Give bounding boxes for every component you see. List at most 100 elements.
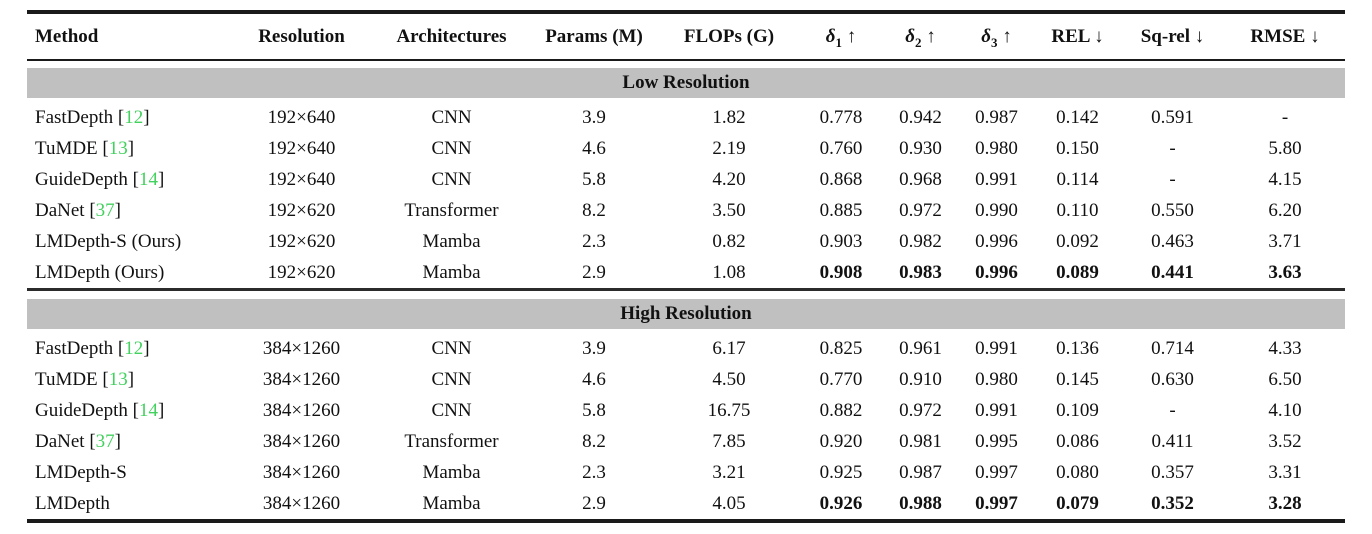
data-cell: 3.9 bbox=[582, 106, 606, 128]
data-cell: 8.2 bbox=[582, 199, 606, 221]
method-cell: GuideDepth [14] bbox=[35, 399, 165, 421]
data-cell: Transformer bbox=[404, 430, 499, 452]
data-cell: 0.926 bbox=[819, 492, 863, 514]
data-cell: 2.3 bbox=[582, 230, 606, 252]
data-cell: 0.996 bbox=[975, 230, 1018, 252]
col-header-params: Params (M) bbox=[529, 12, 659, 61]
data-cell: 0.908 bbox=[819, 261, 863, 283]
data-cell: 5.8 bbox=[582, 168, 606, 190]
data-cell: 0.903 bbox=[819, 230, 863, 252]
data-cell: 0.079 bbox=[1056, 492, 1099, 514]
method-cell: LMDepth (Ours) bbox=[35, 261, 165, 283]
data-cell: 4.33 bbox=[1268, 337, 1302, 359]
data-cell: 0.961 bbox=[899, 337, 942, 359]
data-cell: CNN bbox=[431, 399, 472, 421]
data-cell: 0.983 bbox=[899, 261, 942, 283]
delta-symbol: δ bbox=[981, 26, 991, 47]
data-cell: 192×640 bbox=[267, 137, 336, 159]
col-header-method: Method bbox=[27, 12, 229, 61]
data-cell: 384×1260 bbox=[262, 461, 341, 483]
data-cell: 192×640 bbox=[267, 106, 336, 128]
data-cell: 192×620 bbox=[267, 199, 336, 221]
data-cell: 0.982 bbox=[899, 230, 942, 252]
data-cell: 2.19 bbox=[712, 137, 746, 159]
data-cell: 5.8 bbox=[582, 399, 606, 421]
table-row: GuideDepth [14] 384×1260 CNN 5.8 16.75 0.882 0… bbox=[27, 395, 1345, 426]
citation-link[interactable]: 12 bbox=[124, 106, 144, 128]
col-header-resolution: Resolution bbox=[229, 12, 374, 61]
delta-symbol: δ bbox=[905, 26, 915, 47]
data-cell: 0.714 bbox=[1151, 337, 1194, 359]
data-cell: 0.997 bbox=[975, 461, 1018, 483]
citation-link[interactable]: 13 bbox=[108, 137, 128, 159]
data-cell: 0.411 bbox=[1151, 430, 1194, 452]
data-cell: 4.20 bbox=[712, 168, 746, 190]
data-cell: - bbox=[1281, 106, 1289, 128]
data-cell: 0.882 bbox=[819, 399, 863, 421]
table-row: LMDepth (Ours) 192×620 Mamba 2.9 1.08 0.908 0.… bbox=[27, 257, 1345, 290]
data-cell: 384×1260 bbox=[262, 430, 341, 452]
method-cell: FastDepth [12] bbox=[35, 337, 150, 359]
data-cell: 192×620 bbox=[267, 230, 336, 252]
data-cell: 0.825 bbox=[819, 337, 863, 359]
data-cell: - bbox=[1169, 399, 1176, 421]
data-cell: 0.82 bbox=[712, 230, 746, 252]
data-cell: CNN bbox=[431, 106, 472, 128]
data-cell: 6.17 bbox=[712, 337, 746, 359]
data-cell: 192×640 bbox=[267, 168, 336, 190]
citation-link[interactable]: 14 bbox=[138, 399, 158, 421]
data-cell: 3.63 bbox=[1268, 261, 1302, 283]
data-cell: 0.591 bbox=[1151, 106, 1194, 128]
data-cell: 4.6 bbox=[582, 368, 606, 390]
col-header-flops: FLOPs (G) bbox=[659, 12, 799, 61]
citation-link[interactable]: 14 bbox=[138, 168, 158, 190]
data-cell: 3.50 bbox=[712, 199, 746, 221]
data-cell: CNN bbox=[431, 368, 472, 390]
table-row: LMDepth-S (Ours) 192×620 Mamba 2.3 0.82 0.903… bbox=[27, 226, 1345, 257]
col-header-delta3: δ3 ↑ bbox=[958, 12, 1035, 61]
citation-link[interactable]: 13 bbox=[108, 368, 128, 390]
data-cell: Mamba bbox=[422, 461, 481, 483]
section-title: High Resolution bbox=[27, 298, 1345, 329]
table-row: TuMDE [13] 384×1260 CNN 4.6 4.50 0.770 0.910 0.… bbox=[27, 364, 1345, 395]
data-cell: 0.995 bbox=[975, 430, 1018, 452]
data-cell: 3.31 bbox=[1268, 461, 1302, 483]
citation-link[interactable]: 12 bbox=[124, 337, 144, 359]
data-cell: 3.71 bbox=[1268, 230, 1302, 252]
data-cell: 0.942 bbox=[899, 106, 942, 128]
method-cell: TuMDE [13] bbox=[35, 368, 135, 390]
method-cell: LMDepth-S bbox=[35, 461, 127, 483]
citation-link[interactable]: 37 bbox=[95, 199, 115, 221]
data-cell: 2.9 bbox=[582, 261, 606, 283]
table-row: LMDepth 384×1260 Mamba 2.9 4.05 0.926 0.988 0.9… bbox=[27, 488, 1345, 521]
method-cell: DaNet [37] bbox=[35, 199, 121, 221]
delta-symbol: δ bbox=[825, 26, 836, 47]
data-cell: 4.10 bbox=[1268, 399, 1302, 421]
section-title: Low Resolution bbox=[27, 67, 1345, 98]
data-cell: 192×620 bbox=[267, 261, 336, 283]
table-row: DaNet [37] 384×1260 Transformer 8.2 7.85 0.92… bbox=[27, 426, 1345, 457]
col-header-architectures: Architectures bbox=[374, 12, 529, 61]
data-cell: 0.145 bbox=[1056, 368, 1099, 390]
method-cell: TuMDE [13] bbox=[35, 137, 135, 159]
data-cell: 0.980 bbox=[975, 137, 1018, 159]
data-cell: 0.630 bbox=[1151, 368, 1194, 390]
table-row: TuMDE [13] 192×640 CNN 4.6 2.19 0.760 0.930 0.9… bbox=[27, 133, 1345, 164]
section-row: Low Resolution bbox=[27, 60, 1345, 102]
data-cell: CNN bbox=[431, 168, 472, 190]
data-cell: 3.52 bbox=[1268, 430, 1302, 452]
citation-link[interactable]: 37 bbox=[95, 430, 115, 452]
data-cell: 0.357 bbox=[1151, 461, 1194, 483]
data-cell: 0.997 bbox=[975, 492, 1018, 514]
data-cell: 0.550 bbox=[1151, 199, 1194, 221]
results-table: Method Resolution Architectures Params (M) F… bbox=[27, 10, 1345, 523]
data-cell: 0.089 bbox=[1056, 261, 1099, 283]
data-cell: 0.778 bbox=[819, 106, 863, 128]
data-cell: 0.991 bbox=[975, 399, 1018, 421]
data-cell: 3.9 bbox=[582, 337, 606, 359]
data-cell: 4.6 bbox=[582, 137, 606, 159]
data-cell: 6.50 bbox=[1268, 368, 1302, 390]
table-row: GuideDepth [14] 192×640 CNN 5.8 4.20 0.868 0.9… bbox=[27, 164, 1345, 195]
data-cell: 0.981 bbox=[899, 430, 942, 452]
data-cell: 0.991 bbox=[975, 337, 1018, 359]
